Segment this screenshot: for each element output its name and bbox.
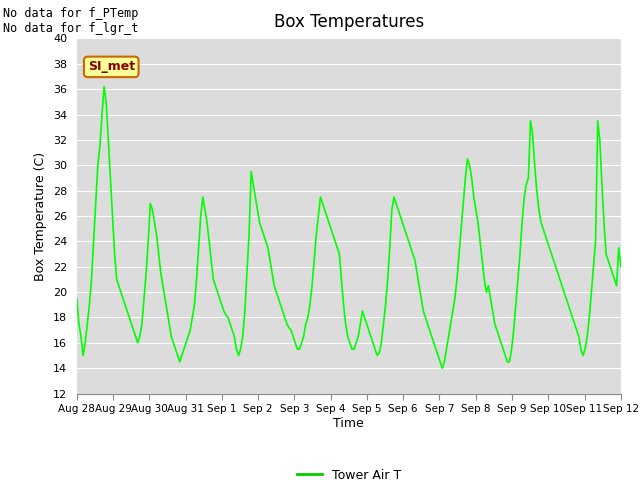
Title: Box Temperatures: Box Temperatures (274, 13, 424, 31)
Legend: Tower Air T: Tower Air T (292, 464, 406, 480)
Text: No data for f_PTemp
No data for f_lgr_t: No data for f_PTemp No data for f_lgr_t (3, 7, 139, 35)
Y-axis label: Box Temperature (C): Box Temperature (C) (35, 151, 47, 281)
Text: SI_met: SI_met (88, 60, 135, 73)
X-axis label: Time: Time (333, 417, 364, 430)
